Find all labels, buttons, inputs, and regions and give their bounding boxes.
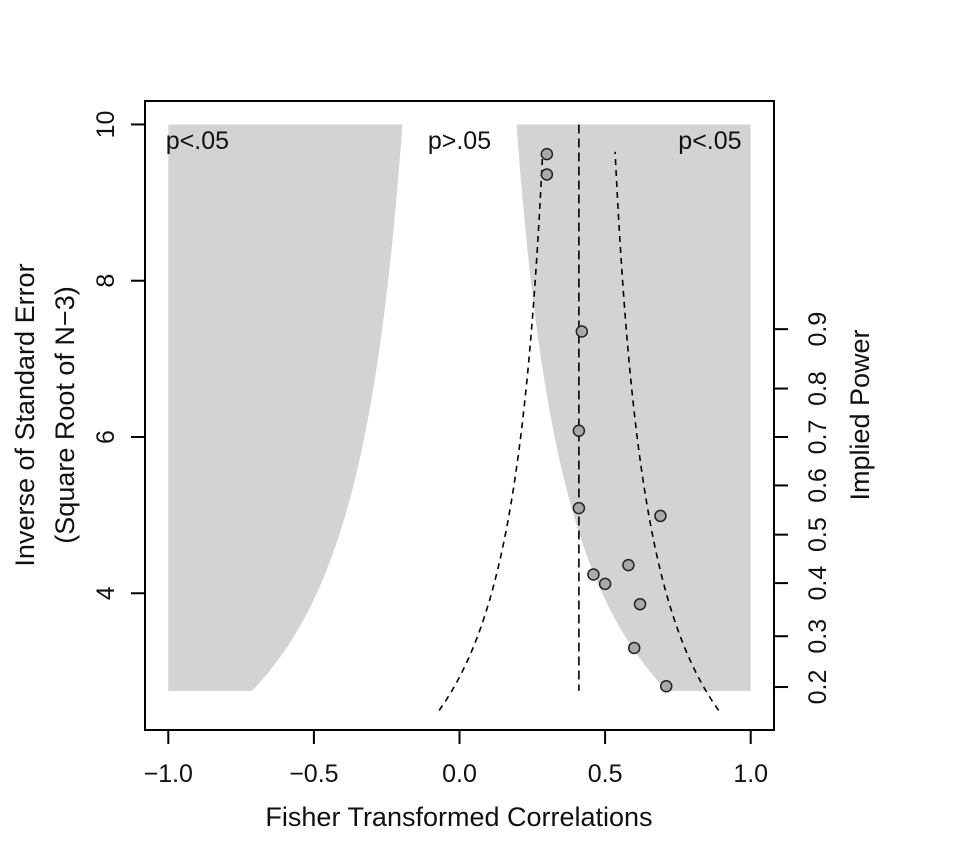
y-tick-label: 6 — [92, 430, 120, 444]
data-point — [575, 325, 589, 338]
power-axis-title: Implied Power — [845, 329, 875, 500]
y-tick-label: 10 — [92, 111, 120, 139]
power-tick-label: 0.5 — [804, 517, 832, 552]
power-tick-label: 0.2 — [804, 670, 832, 705]
data-point — [587, 568, 600, 581]
right-significance-region — [516, 124, 751, 691]
data-point — [627, 641, 641, 655]
reference-curves — [438, 124, 720, 711]
power-axis: 0.2 0.3 0.4 0.5 0.6 0.7 0.8 0.9 — [773, 312, 832, 705]
power-tick-label: 0.9 — [804, 312, 832, 347]
power-curve-right — [614, 151, 720, 711]
x-axis: −1.0 −0.5 0.0 0.5 1.0 — [144, 729, 768, 788]
region-labels: p<.05 p>.05 p<.05 — [166, 127, 742, 155]
y-axis: 4 6 8 10 — [92, 111, 146, 600]
x-axis-title: Fisher Transformed Correlations — [265, 802, 652, 832]
region-label: p<.05 — [166, 127, 229, 155]
data-point — [622, 558, 635, 572]
power-tick-label: 0.4 — [804, 566, 832, 601]
y-tick-label: 8 — [92, 274, 120, 288]
x-tick-label: 1.0 — [733, 760, 768, 788]
x-tick-label: 0.5 — [588, 760, 623, 788]
power-tick-label: 0.8 — [804, 371, 832, 406]
region-label: p>.05 — [428, 127, 491, 155]
y-tick-label: 4 — [92, 586, 120, 600]
data-point — [572, 501, 586, 515]
x-tick-label: −0.5 — [289, 760, 338, 788]
power-tick-label: 0.3 — [804, 619, 832, 654]
region-label: p<.05 — [678, 127, 741, 155]
data-point — [660, 679, 673, 693]
data-point — [572, 424, 586, 437]
y-axis-title-line1: Inverse of Standard Error — [10, 263, 40, 566]
x-tick-label: −1.0 — [144, 760, 193, 788]
data-point — [654, 509, 667, 523]
data-points — [540, 147, 673, 693]
significance-regions — [168, 124, 751, 691]
data-point — [540, 168, 554, 181]
power-tick-label: 0.7 — [804, 420, 832, 455]
power-curve-left — [438, 151, 544, 711]
left-significance-region — [168, 124, 403, 691]
data-point — [598, 577, 612, 591]
power-tick-label: 0.6 — [804, 468, 832, 503]
y-axis-title-line2: (Square Root of N−3) — [50, 286, 80, 543]
data-point — [540, 147, 554, 161]
data-point — [633, 597, 647, 611]
x-tick-label: 0.0 — [442, 760, 477, 788]
